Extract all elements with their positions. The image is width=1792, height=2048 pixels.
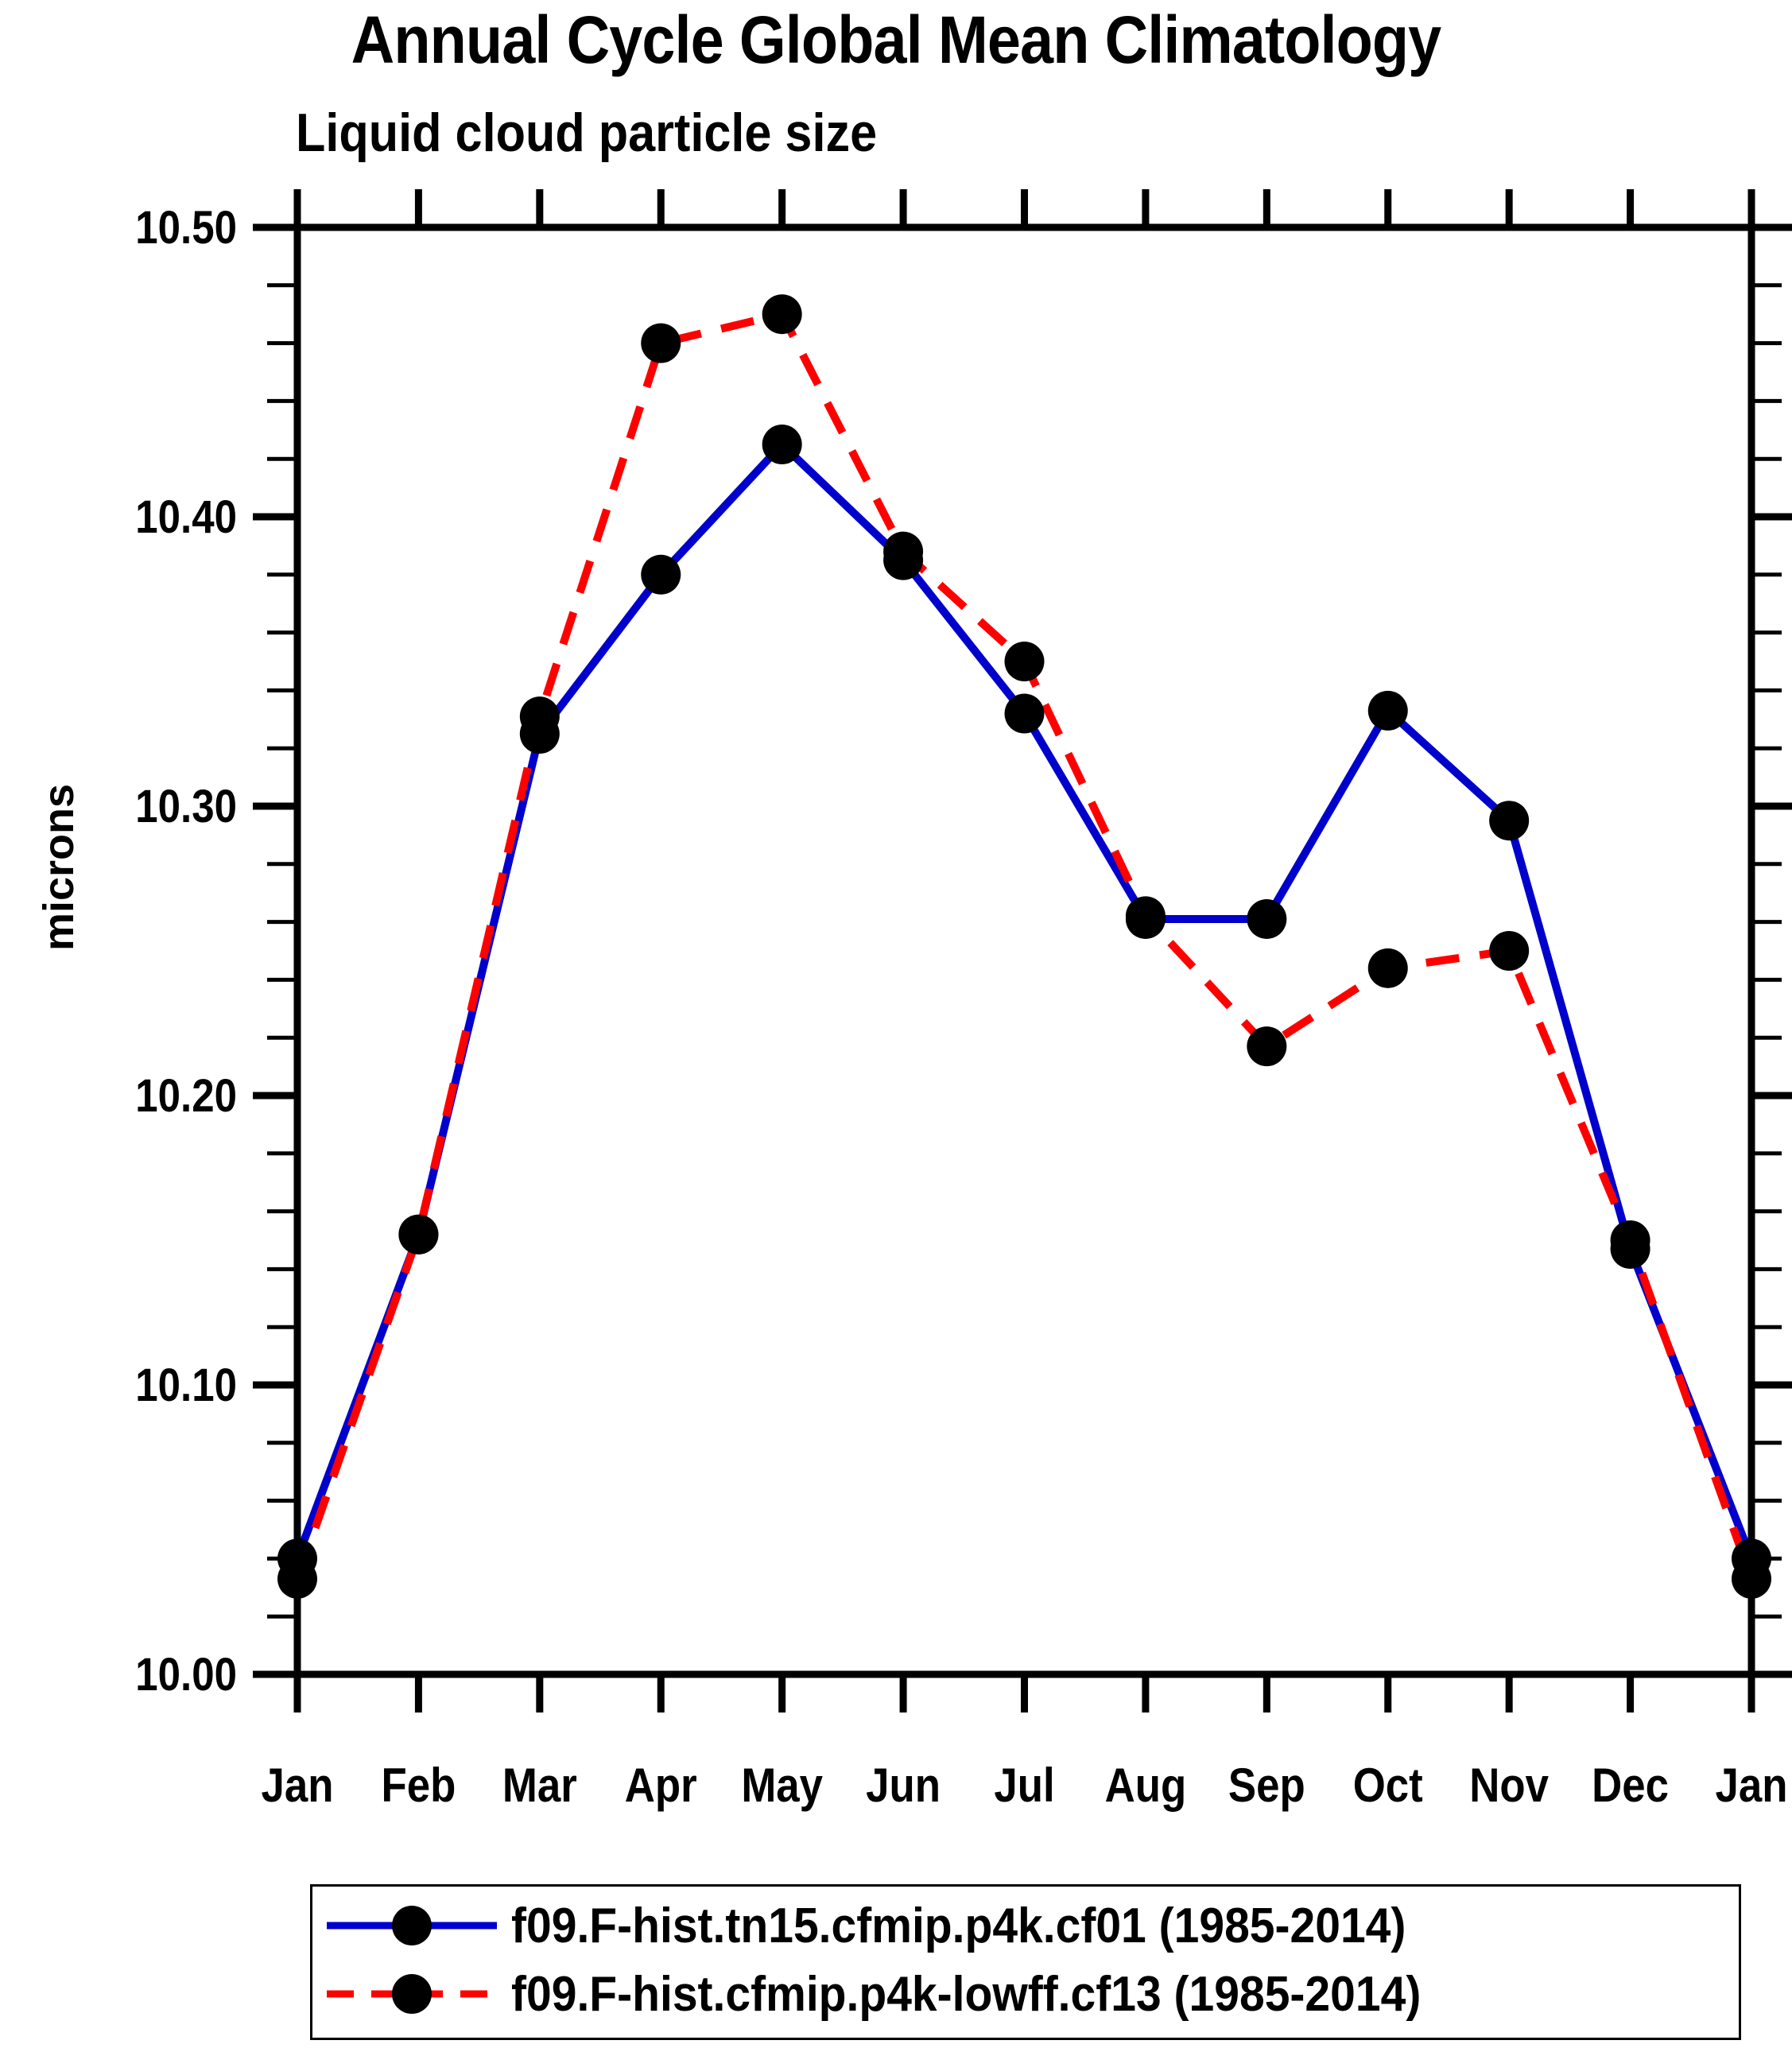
- legend-line-series1: [327, 1974, 497, 2014]
- legend-label-series1: f09.F-hist.cfmip.p4k-lowff.cf13 (1985-20…: [511, 1966, 1422, 2022]
- svg-text:10.30: 10.30: [135, 781, 237, 832]
- svg-text:10.20: 10.20: [135, 1070, 237, 1122]
- svg-text:10.00: 10.00: [135, 1649, 237, 1701]
- legend-swatch-series0: [312, 1887, 511, 1965]
- svg-text:Jan: Jan: [1716, 1759, 1788, 1812]
- chart-subtitle: Liquid cloud particle size: [296, 103, 878, 163]
- svg-text:10.40: 10.40: [135, 491, 237, 543]
- svg-text:Jul: Jul: [994, 1759, 1054, 1812]
- x-axis-tick-labels: Jan Feb Mar Apr May Jun Jul Aug Sep Oct Nov Dec Jan: [262, 1759, 1788, 1812]
- legend-label-series0: f09.F-hist.tn15.cfmip.p4k.cf01 (1985-201…: [511, 1898, 1406, 1953]
- svg-text:Dec: Dec: [1592, 1759, 1669, 1812]
- page-title: Annual Cycle Global Mean Climatology: [351, 2, 1442, 77]
- svg-text:Nov: Nov: [1469, 1759, 1549, 1812]
- svg-text:Mar: Mar: [502, 1759, 577, 1812]
- legend-line-series0: [327, 1906, 497, 1945]
- svg-text:Apr: Apr: [625, 1759, 697, 1812]
- legend-item-series0[interactable]: f09.F-hist.tn15.cfmip.p4k.cf01 (1985-201…: [312, 1887, 1739, 1965]
- svg-text:10.10: 10.10: [135, 1360, 237, 1411]
- svg-text:Jan: Jan: [262, 1759, 334, 1812]
- svg-text:10.50: 10.50: [135, 202, 237, 254]
- svg-text:Oct: Oct: [1353, 1759, 1423, 1812]
- svg-text:May: May: [741, 1759, 823, 1812]
- svg-text:Aug: Aug: [1105, 1759, 1187, 1812]
- svg-text:Jun: Jun: [866, 1759, 941, 1812]
- chart-legend: f09.F-hist.tn15.cfmip.p4k.cf01 (1985-201…: [310, 1884, 1741, 2040]
- svg-text:Sep: Sep: [1228, 1759, 1305, 1812]
- legend-swatch-series1: [312, 1955, 511, 2033]
- legend-item-series1[interactable]: f09.F-hist.cfmip.p4k-lowff.cf13 (1985-20…: [312, 1955, 1739, 2033]
- svg-text:Feb: Feb: [381, 1759, 456, 1812]
- chart-series-layer: [277, 294, 1771, 1599]
- y-axis-tick-labels: 10.00 10.10 10.20 10.30 10.40 10.50: [135, 202, 237, 1701]
